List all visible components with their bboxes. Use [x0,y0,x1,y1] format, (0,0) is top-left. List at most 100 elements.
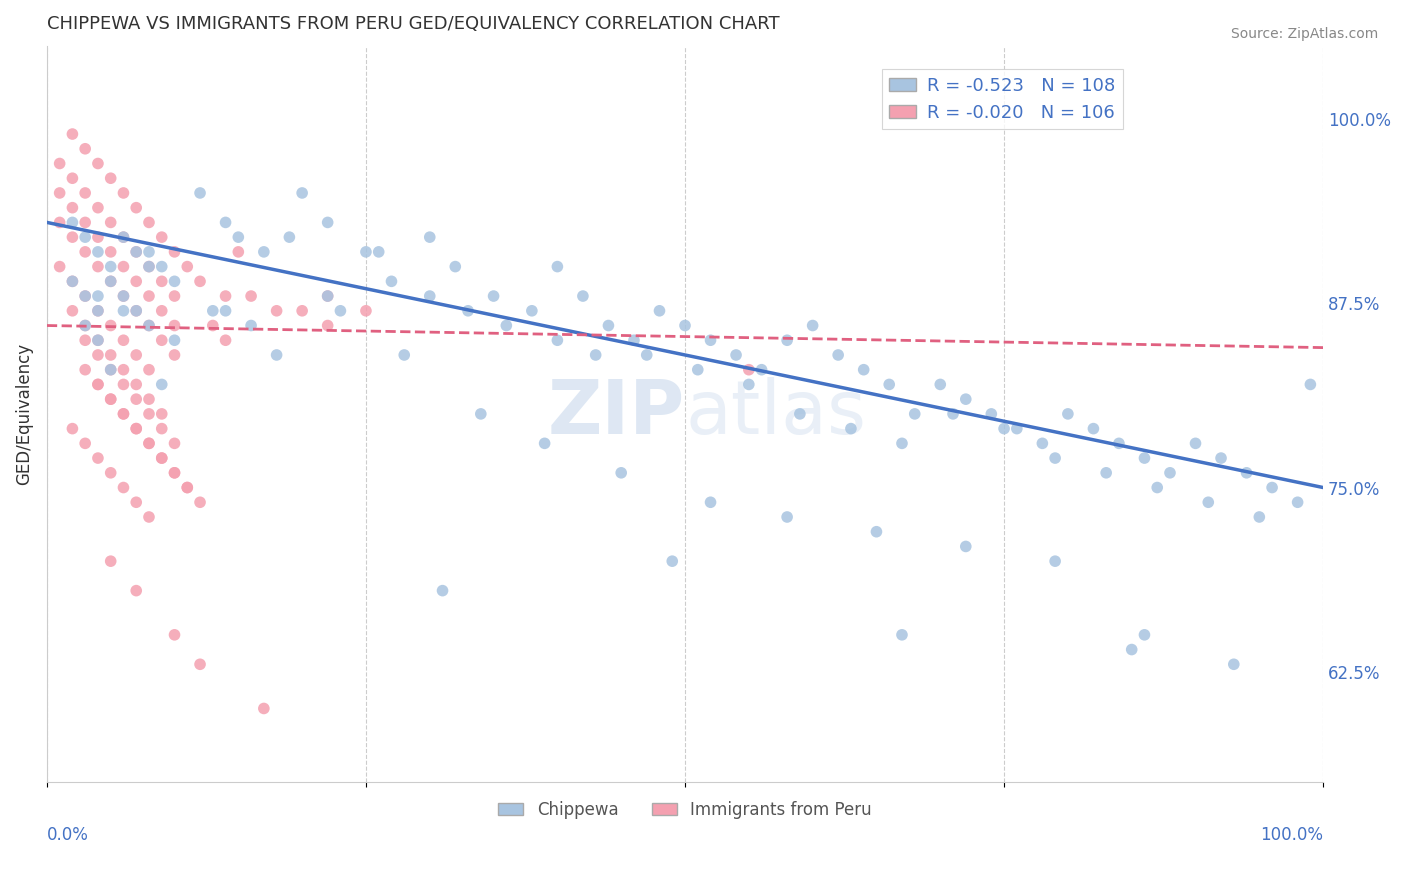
Point [87,303,110,318]
Point [1043,451,1066,466]
Point [87,156,110,170]
Point [354,303,377,318]
Point [138,510,160,524]
Point [444,260,467,274]
Point [87,289,110,303]
Point [138,260,160,274]
Point [150,274,173,288]
Point [419,230,441,244]
Point [138,362,160,376]
Point [125,377,148,392]
Point [125,201,148,215]
Point [62,215,84,229]
Point [610,466,633,480]
Point [278,230,301,244]
Point [112,407,135,421]
Point [1133,628,1156,642]
Point [75,362,97,376]
Point [1043,554,1066,568]
Point [87,201,110,215]
Point [789,407,811,421]
Point [163,348,186,362]
Point [100,274,122,288]
Point [125,422,148,436]
Point [62,274,84,288]
Point [214,303,236,318]
Point [100,362,122,376]
Point [163,628,186,642]
Point [87,333,110,347]
Point [112,303,135,318]
Point [150,303,173,318]
Point [1184,436,1206,450]
Point [316,318,339,333]
Point [100,260,122,274]
Point [253,701,276,715]
Point [150,422,173,436]
Point [394,348,416,362]
Point [725,348,748,362]
Point [163,274,186,288]
Point [112,481,135,495]
Point [48,215,70,229]
Point [329,303,352,318]
Point [636,348,658,362]
Point [87,244,110,259]
Point [100,215,122,229]
Text: ZIP: ZIP [548,377,685,450]
Point [100,392,122,406]
Point [48,260,70,274]
Point [316,289,339,303]
Point [163,333,186,347]
Point [699,333,721,347]
Point [776,510,799,524]
Point [942,407,965,421]
Point [125,495,148,509]
Point [112,377,135,392]
Point [929,377,952,392]
Point [738,377,761,392]
Point [125,303,148,318]
Point [648,303,671,318]
Point [546,260,568,274]
Point [585,348,607,362]
Point [87,230,110,244]
Point [1083,422,1105,436]
Point [87,333,110,347]
Point [1249,510,1271,524]
Point [62,303,84,318]
Point [112,230,135,244]
Point [1159,466,1181,480]
Point [316,289,339,303]
Point [1261,481,1284,495]
Point [738,362,761,376]
Point [470,407,492,421]
Point [150,407,173,421]
Text: 100.0%: 100.0% [1260,826,1323,845]
Point [62,201,84,215]
Point [661,554,683,568]
Point [188,657,211,672]
Point [1057,407,1080,421]
Point [75,436,97,450]
Point [482,289,505,303]
Point [1005,422,1028,436]
Point [891,628,914,642]
Point [62,230,84,244]
Point [100,348,122,362]
Point [214,333,236,347]
Text: Source: ZipAtlas.com: Source: ZipAtlas.com [1230,27,1378,41]
Point [150,260,173,274]
Point [1197,495,1219,509]
Point [891,436,914,450]
Point [125,583,148,598]
Point [266,348,288,362]
Point [1223,657,1246,672]
Point [240,289,263,303]
Point [598,318,620,333]
Point [367,244,389,259]
Point [112,333,135,347]
Point [100,274,122,288]
Point [112,289,135,303]
Point [163,466,186,480]
